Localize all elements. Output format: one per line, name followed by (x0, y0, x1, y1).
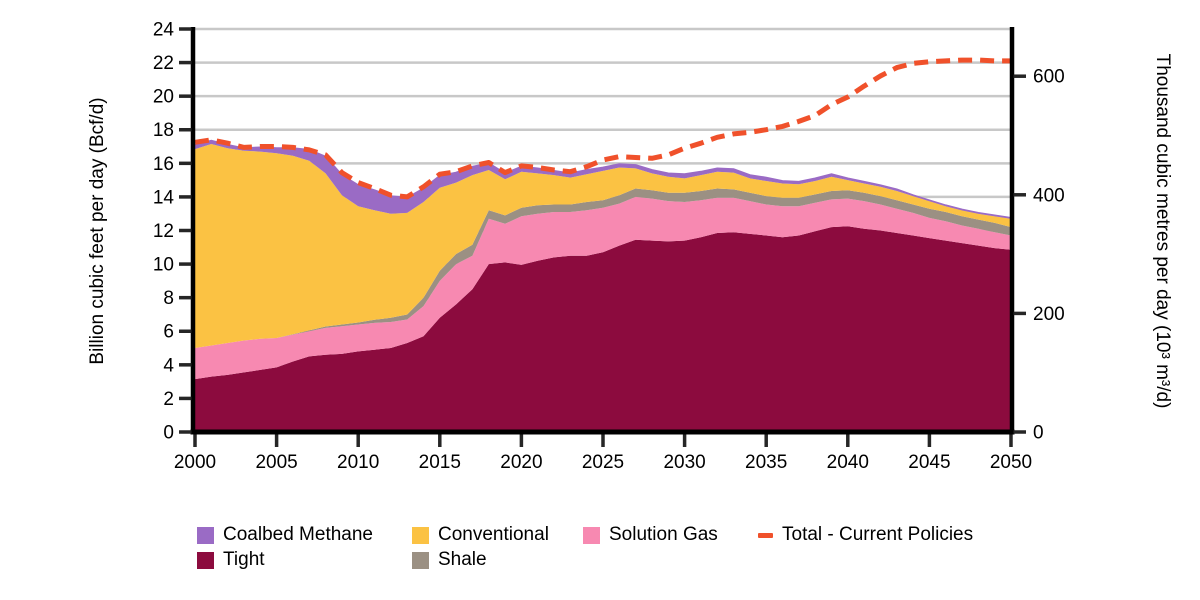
legend-item-tight: Tight (197, 549, 265, 570)
legend-label-tight: Tight (223, 549, 265, 570)
bottom-axis-ticks: 2000 2005 2010 2015 2020 2025 2030 2035 2040 2045… (174, 434, 1032, 473)
right-tick-label-400: 400 (1033, 185, 1065, 206)
stacked-areas (195, 140, 1011, 432)
left-tick-label-12: 12 (153, 221, 174, 242)
axis-lines (190, 27, 1015, 435)
right-tick-label-0: 0 (1033, 423, 1044, 444)
bottom-tick-label-2020: 2020 (500, 452, 542, 473)
left-tick-label-16: 16 (153, 154, 174, 175)
left-tick-label-10: 10 (153, 255, 174, 276)
area-tight (195, 226, 1011, 432)
legend-dash-total-current-policies (758, 532, 773, 538)
legend-item-conventional: Conventional (412, 524, 549, 545)
legend-item-solution-gas: Solution Gas (583, 524, 718, 545)
legend-item-total-current-policies: Total - Current Policies (758, 524, 974, 545)
legend-swatch-shale (412, 551, 429, 569)
right-axis-ticks: 0 200 400 600 (1013, 67, 1065, 444)
bottom-tick-label-2010: 2010 (337, 452, 379, 473)
legend-label-conventional: Conventional (438, 524, 549, 545)
bottom-tick-label-2000: 2000 (174, 452, 216, 473)
bottom-tick-label-2025: 2025 (582, 452, 624, 473)
left-tick-label-24: 24 (153, 19, 175, 40)
left-tick-label-6: 6 (163, 322, 174, 343)
left-tick-label-8: 8 (163, 288, 174, 309)
total-current-policies-line (194, 57, 1011, 200)
legend-swatch-conventional (412, 526, 429, 544)
legend-swatch-coalbed-methane (197, 526, 214, 544)
left-axis-title: Billion cubic feet per day (Bcf/d) (87, 97, 108, 365)
legend-item-coalbed-methane: Coalbed Methane (197, 524, 373, 545)
legend-label-solution-gas: Solution Gas (609, 524, 718, 545)
legend-item-shale: Shale (412, 549, 487, 570)
left-tick-label-18: 18 (153, 120, 174, 141)
bottom-tick-label-2035: 2035 (745, 452, 787, 473)
legend-swatch-solution-gas (583, 526, 600, 544)
legend-label-shale: Shale (438, 549, 487, 570)
area-coalbed-methane (195, 140, 1011, 219)
left-tick-label-14: 14 (153, 187, 175, 208)
right-tick-label-600: 600 (1033, 67, 1065, 88)
left-tick-label-20: 20 (153, 87, 174, 108)
bottom-tick-label-2030: 2030 (663, 452, 705, 473)
area-conventional (195, 144, 1011, 348)
left-tick-label-2: 2 (163, 389, 174, 410)
bottom-tick-label-2015: 2015 (419, 452, 461, 473)
bottom-tick-label-2005: 2005 (255, 452, 297, 473)
bottom-tick-label-2050: 2050 (990, 452, 1032, 473)
left-tick-label-4: 4 (163, 355, 174, 376)
left-tick-label-22: 22 (153, 53, 174, 74)
area-solution-gas (195, 196, 1011, 380)
legend-label-total-current-policies: Total - Current Policies (782, 524, 974, 545)
bottom-tick-label-2045: 2045 (908, 452, 950, 473)
bottom-tick-label-2040: 2040 (827, 452, 869, 473)
right-axis-title: Thousand cubic metres per day (10³ m³/d) (1152, 53, 1173, 409)
left-tick-label-0: 0 (163, 423, 174, 444)
legend-swatch-tight (197, 551, 214, 569)
right-tick-label-200: 200 (1033, 304, 1065, 325)
legend-label-coalbed-methane: Coalbed Methane (223, 524, 373, 545)
